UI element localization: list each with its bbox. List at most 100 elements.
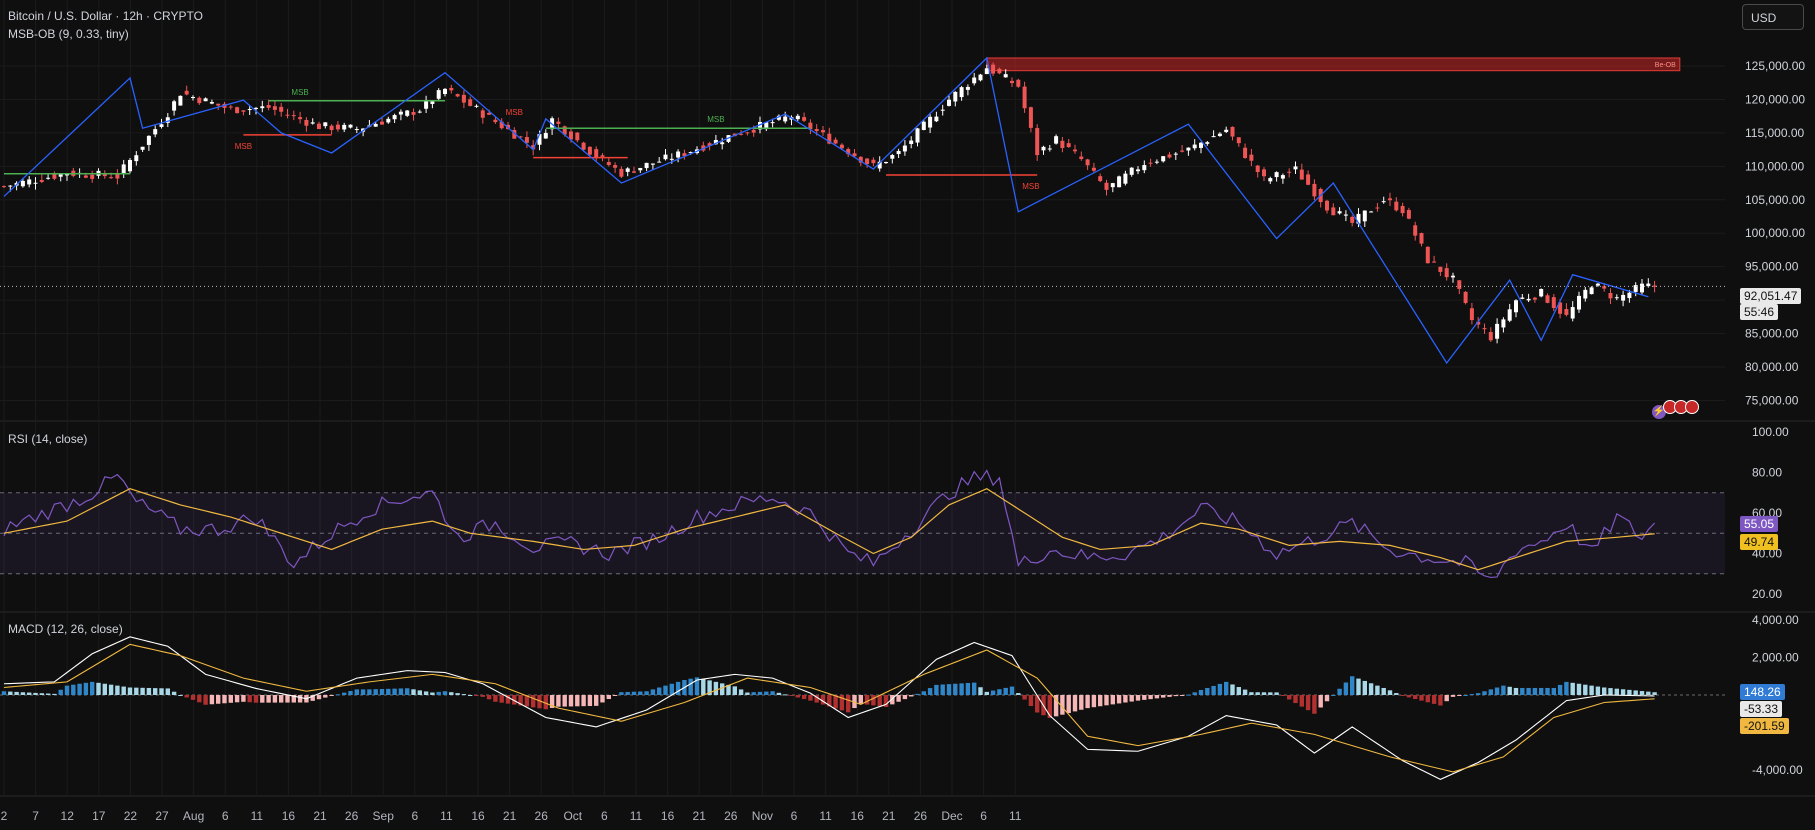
macd-hist-bar: [159, 688, 164, 695]
candle-body: [153, 129, 158, 135]
price-axis-tick-label: 105,000.00: [1745, 193, 1805, 207]
macd-hist-bar: [732, 686, 737, 695]
macd-hist-bar: [1280, 695, 1286, 696]
candle-body: [1558, 302, 1563, 314]
macd-hist-bar: [1425, 695, 1430, 703]
candle-body: [1110, 183, 1115, 188]
macd-hist-bar: [1513, 687, 1519, 695]
candle-body: [197, 97, 202, 104]
lightning-icon[interactable]: ⚡: [1652, 405, 1666, 419]
macd-hist-bar: [1179, 695, 1185, 696]
macd-hist-bar: [1400, 695, 1405, 696]
candle-body: [1047, 148, 1052, 150]
macd-hist-bar: [1261, 692, 1267, 695]
macd-hist-bar: [1476, 693, 1481, 695]
candle-body: [235, 107, 240, 114]
candle-body: [846, 149, 851, 155]
macd-hist-bar: [115, 685, 120, 695]
candle-body: [140, 146, 145, 150]
candle-body: [1016, 79, 1021, 87]
macd-hist-bar: [216, 695, 221, 704]
candle-body: [304, 119, 309, 126]
x-axis-tick-label: 26: [535, 809, 549, 823]
macd-hist-bar: [234, 695, 240, 703]
macd-hist-bar: [839, 695, 845, 711]
candle-body: [241, 110, 246, 112]
macd-hist-bar: [657, 687, 662, 695]
rsi-pane-title[interactable]: RSI (14, close): [8, 432, 88, 446]
candle-body: [713, 139, 718, 145]
macd-hist-bar: [858, 695, 863, 704]
macd-hist-bar: [480, 695, 485, 697]
candle-body: [398, 111, 403, 115]
x-axis-tick-label: 26: [345, 809, 359, 823]
candle-body: [310, 122, 315, 124]
macd-hist-bar: [644, 691, 649, 695]
candle-body: [676, 151, 681, 158]
candle-body: [291, 115, 296, 117]
zigzag-line: [3, 56, 1649, 365]
candle-body: [1608, 293, 1613, 299]
macd-hist-bar: [1016, 693, 1021, 695]
candle-body: [102, 173, 107, 177]
candle-body: [858, 156, 863, 163]
candle-body: [1054, 136, 1059, 144]
us-flag-icon[interactable]: [1685, 400, 1699, 414]
candle-body: [1463, 291, 1468, 303]
candle-body: [1180, 150, 1185, 152]
macd-hist-bar: [846, 695, 851, 713]
macd-hist-bar: [1293, 695, 1298, 704]
macd-hist-bar: [549, 695, 555, 708]
candle-body: [247, 109, 252, 111]
candle-body: [209, 102, 214, 104]
msb-ob-indicator-title[interactable]: MSB-OB (9, 0.33, tiny): [8, 27, 129, 41]
macd-hist-bar: [575, 695, 580, 707]
macd-hist-bar: [1053, 695, 1059, 717]
event-icons[interactable]: ⚡: [1652, 400, 1699, 419]
candle-body: [594, 149, 599, 159]
macd-hist-bar: [1217, 683, 1223, 695]
macd-hist-bar: [726, 684, 731, 695]
candle-body: [959, 87, 964, 98]
macd-hist-bar: [1494, 687, 1500, 695]
macd-hist-bar: [543, 695, 548, 710]
candle-body: [348, 124, 353, 128]
macd-hist-bar: [1438, 695, 1443, 706]
candle-body: [335, 124, 340, 130]
candles: [2, 62, 1657, 344]
macd-hist-bar: [556, 695, 561, 707]
last-price-badge: 92,051.47: [1740, 288, 1802, 304]
macd-hist-bar: [83, 682, 89, 695]
candle-body: [285, 114, 290, 116]
candle-body: [461, 94, 466, 103]
macd-hist-bar: [1457, 695, 1462, 696]
candle-body: [657, 161, 662, 163]
x-axis-tick-label: 7: [32, 809, 39, 823]
macd-hist-bar: [1595, 686, 1601, 695]
candle-body: [1457, 280, 1462, 289]
macd-hist-bar: [1035, 695, 1040, 713]
candle-body: [480, 110, 485, 118]
candle-body: [638, 167, 643, 171]
macd-hist-bar: [285, 695, 290, 703]
x-axis-tick-label: Nov: [752, 809, 773, 823]
candle-body: [1419, 233, 1424, 244]
candle-body: [877, 161, 882, 169]
candle-body: [354, 129, 359, 131]
x-axis-tick-label: 26: [724, 809, 738, 823]
candle-body: [254, 107, 258, 109]
macd-hist-bar: [1, 691, 7, 695]
currency-selector[interactable]: USD: [1742, 4, 1804, 30]
x-axis-tick-label: 11: [1009, 809, 1022, 823]
candle-body: [884, 162, 888, 164]
candle-body: [1413, 225, 1418, 236]
macd-hist-bar: [1299, 695, 1304, 707]
macd-hist-bar: [1186, 694, 1191, 696]
candle-body: [1469, 308, 1474, 321]
macd-hist-bar: [669, 683, 674, 695]
candle-body: [890, 155, 895, 159]
macd-pane-title[interactable]: MACD (12, 26, close): [8, 622, 123, 636]
candle-body: [1621, 294, 1626, 301]
macd-hist-bar: [751, 692, 756, 695]
